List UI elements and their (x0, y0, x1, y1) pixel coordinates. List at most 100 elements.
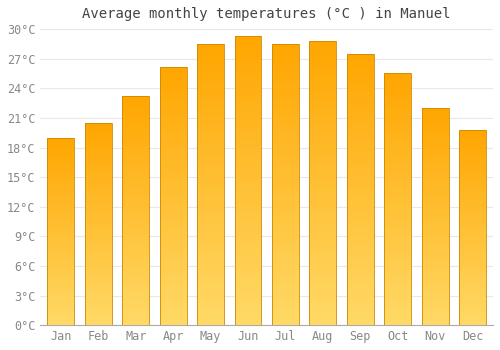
Bar (459, 187, 486, 188)
Bar (422, 156, 448, 158)
Bar (347, 152, 374, 154)
Bar (310, 135, 336, 138)
Bar (310, 112, 336, 115)
Bar (347, 67, 374, 70)
Bar (310, 217, 336, 220)
Bar (459, 175, 486, 177)
Bar (234, 215, 262, 218)
Bar (122, 128, 149, 131)
Bar (310, 226, 336, 229)
Bar (422, 188, 448, 190)
Bar (459, 241, 486, 243)
Bar (384, 156, 411, 159)
Bar (384, 146, 411, 149)
Bar (234, 299, 262, 302)
Bar (310, 47, 336, 49)
Bar (85, 129, 112, 131)
Bar (347, 89, 374, 92)
Bar (85, 258, 112, 260)
Bar (272, 263, 299, 266)
Bar (422, 162, 448, 164)
Bar (422, 256, 448, 258)
Bar (48, 196, 74, 198)
Bar (422, 127, 448, 130)
Bar (197, 230, 224, 232)
Bar (384, 295, 411, 298)
Bar (122, 304, 149, 307)
Bar (422, 245, 448, 247)
Bar (272, 94, 299, 97)
Bar (347, 119, 374, 121)
Bar (272, 64, 299, 66)
Bar (422, 243, 448, 245)
Bar (48, 276, 74, 278)
Bar (347, 214, 374, 217)
Bar (422, 180, 448, 182)
Bar (197, 151, 224, 154)
Bar (197, 114, 224, 117)
Bar (272, 232, 299, 235)
Bar (384, 240, 411, 242)
Bar (160, 281, 186, 284)
Bar (48, 252, 74, 254)
Bar (459, 198, 486, 200)
Bar (384, 257, 411, 260)
Bar (310, 268, 336, 271)
Bar (272, 218, 299, 221)
Bar (384, 320, 411, 323)
Bar (347, 141, 374, 143)
Bar (48, 284, 74, 286)
Bar (459, 288, 486, 290)
Bar (384, 114, 411, 116)
Bar (197, 258, 224, 260)
Bar (197, 176, 224, 179)
Bar (48, 143, 74, 145)
Bar (310, 280, 336, 282)
Bar (197, 235, 224, 238)
Bar (384, 204, 411, 207)
Bar (459, 284, 486, 286)
Bar (272, 176, 299, 179)
Bar (310, 72, 336, 75)
Bar (384, 293, 411, 295)
Bar (160, 183, 186, 186)
Bar (384, 217, 411, 219)
Bar (85, 208, 112, 210)
Bar (384, 305, 411, 308)
Bar (459, 253, 486, 255)
Bar (272, 122, 299, 125)
Bar (85, 159, 112, 161)
Bar (384, 119, 411, 121)
Bar (197, 292, 224, 294)
Bar (48, 292, 74, 293)
Bar (310, 300, 336, 302)
Bar (197, 196, 224, 198)
Bar (48, 173, 74, 175)
Bar (197, 179, 224, 182)
Bar (310, 149, 336, 152)
Bar (310, 175, 336, 177)
Bar (122, 176, 149, 178)
Bar (234, 261, 262, 265)
Bar (48, 280, 74, 282)
Bar (347, 184, 374, 187)
Bar (384, 287, 411, 290)
Bar (347, 100, 374, 103)
Bar (310, 155, 336, 158)
Bar (160, 85, 186, 87)
Bar (197, 224, 224, 227)
Bar (310, 191, 336, 194)
Bar (85, 323, 112, 325)
Bar (347, 143, 374, 146)
Bar (85, 250, 112, 252)
Bar (160, 121, 186, 124)
Bar (459, 141, 486, 144)
Bar (85, 192, 112, 194)
Bar (197, 125, 224, 128)
Bar (272, 49, 299, 52)
Bar (310, 223, 336, 226)
Bar (122, 279, 149, 282)
Bar (197, 92, 224, 94)
Bar (422, 108, 448, 110)
Bar (459, 182, 486, 184)
